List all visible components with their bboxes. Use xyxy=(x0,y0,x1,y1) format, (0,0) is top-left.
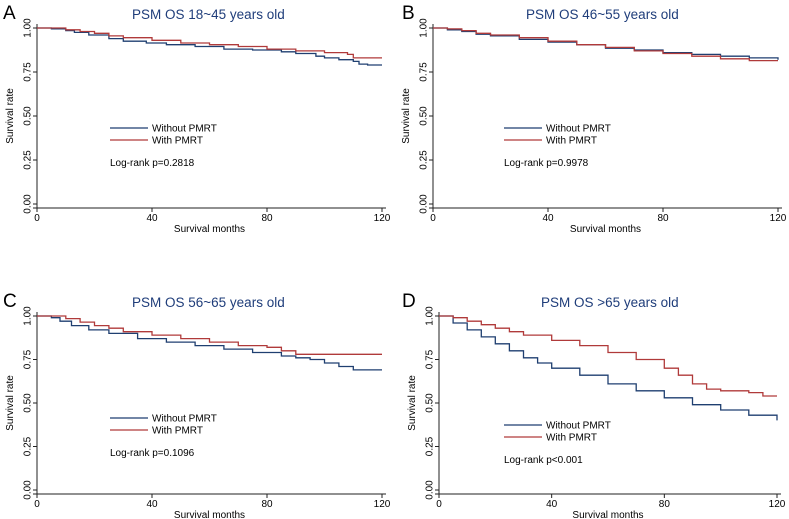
chart-title: PSM OS 56~65 years old xyxy=(132,295,285,310)
y-tick-label: 0.50 xyxy=(425,393,436,413)
y-tick-label: 0.25 xyxy=(23,150,34,170)
y-tick-label: 0.25 xyxy=(419,150,430,170)
x-tick-label: 80 xyxy=(261,213,273,224)
x-tick-label: 40 xyxy=(146,499,158,510)
km-plot-a: 0.00 0.25 0.50 0.75 1.00 0 40 80 120 Survival rat… xyxy=(5,18,391,235)
x-axis-label: Survival months xyxy=(572,510,643,519)
log-rank-annotation: Log-rank p<0.001 xyxy=(504,455,583,466)
y-tick-label: 1.00 xyxy=(419,18,430,38)
x-tick-label: 120 xyxy=(770,213,787,224)
y-tick-label: 0.75 xyxy=(23,349,34,369)
y-tick-label: 1.00 xyxy=(23,306,34,326)
x-tick-label: 40 xyxy=(542,213,554,224)
legend-label: Without PMRT xyxy=(152,124,217,135)
y-tick-label: 0.25 xyxy=(23,436,34,456)
chart-panel-d: D PSM OS >65 years old 0.00 0.25 0.50 0.75 1… xyxy=(394,260,788,519)
panel-letter: B xyxy=(402,3,415,24)
x-tick-label: 40 xyxy=(546,499,558,510)
y-tick-label: 0.00 xyxy=(23,480,34,500)
series-line-without-pmrt xyxy=(37,27,382,66)
chart-panel-b: B PSM OS 46~55 years old 0.00 0.25 0.50 0.7… xyxy=(394,0,788,259)
x-tick-label: 80 xyxy=(657,213,669,224)
chart-title: PSM OS 46~55 years old xyxy=(526,7,679,22)
x-axis-label: Survival months xyxy=(174,510,245,519)
series-line-with-pmrt xyxy=(37,315,382,355)
x-tick-label: 0 xyxy=(436,499,442,510)
log-rank-annotation: Log-rank p=0.9978 xyxy=(504,158,589,169)
y-tick-label: 0.50 xyxy=(23,393,34,413)
km-plot-b: 0.00 0.25 0.50 0.75 1.00 0 40 80 120 Survival rat… xyxy=(401,18,787,235)
km-plot-d: 0.00 0.25 0.50 0.75 1.00 0 40 80 120 Survival rat… xyxy=(407,306,786,519)
y-tick-label: 0.75 xyxy=(425,349,436,369)
x-tick-label: 40 xyxy=(146,213,158,224)
x-tick-label: 0 xyxy=(34,499,40,510)
legend-label: With PMRT xyxy=(152,136,203,147)
series-line-with-pmrt xyxy=(439,315,777,397)
legend-label: With PMRT xyxy=(546,136,597,147)
series-line-without-pmrt xyxy=(439,315,778,421)
log-rank-annotation: Log-rank p=0.2818 xyxy=(110,158,195,169)
series-line-without-pmrt xyxy=(37,315,382,371)
km-plot-c: 0.00 0.25 0.50 0.75 1.00 0 40 80 120 Survival rat… xyxy=(5,306,391,519)
x-tick-label: 0 xyxy=(34,213,40,224)
x-tick-label: 0 xyxy=(430,213,436,224)
legend-label: Without PMRT xyxy=(546,421,611,432)
chart-title: PSM OS 18~45 years old xyxy=(132,7,285,22)
x-axis-label: Survival months xyxy=(570,224,641,235)
y-tick-label: 0.00 xyxy=(23,194,34,214)
x-axis-label: Survival months xyxy=(174,224,245,235)
y-tick-label: 0.25 xyxy=(425,436,436,456)
chart-panel-a: A PSM OS 18~45 years old 0.00 0.25 0.50 0.7… xyxy=(0,0,394,259)
y-axis-label: Survival rate xyxy=(5,88,16,144)
series-line-with-pmrt xyxy=(37,27,382,59)
log-rank-annotation: Log-rank p=0.1096 xyxy=(110,448,195,459)
series-line-with-pmrt xyxy=(433,27,778,62)
y-tick-label: 0.75 xyxy=(23,62,34,82)
x-tick-label: 120 xyxy=(374,213,391,224)
y-tick-label: 0.75 xyxy=(419,62,430,82)
y-tick-label: 0.50 xyxy=(419,106,430,126)
y-tick-label: 0.50 xyxy=(23,106,34,126)
y-tick-label: 0.00 xyxy=(419,194,430,214)
chart-panel-c: C PSM OS 56~65 years old 0.00 0.25 0.50 0.7… xyxy=(0,260,394,519)
x-tick-label: 80 xyxy=(261,499,273,510)
chart-title: PSM OS >65 years old xyxy=(541,295,679,310)
legend-label: With PMRT xyxy=(546,433,597,444)
x-tick-label: 120 xyxy=(769,499,786,510)
y-tick-label: 0.00 xyxy=(425,480,436,500)
x-tick-label: 80 xyxy=(659,499,671,510)
panel-letter: C xyxy=(3,291,17,312)
legend-label: With PMRT xyxy=(152,426,203,437)
y-axis-label: Survival rate xyxy=(407,375,418,431)
legend-label: Without PMRT xyxy=(546,124,611,135)
y-axis-label: Survival rate xyxy=(5,375,16,431)
y-axis-label: Survival rate xyxy=(401,88,412,144)
panel-letter: D xyxy=(402,291,416,312)
x-tick-label: 120 xyxy=(374,499,391,510)
legend-label: Without PMRT xyxy=(152,414,217,425)
panel-letter: A xyxy=(3,3,16,24)
y-tick-label: 1.00 xyxy=(23,18,34,38)
y-tick-label: 1.00 xyxy=(425,306,436,326)
